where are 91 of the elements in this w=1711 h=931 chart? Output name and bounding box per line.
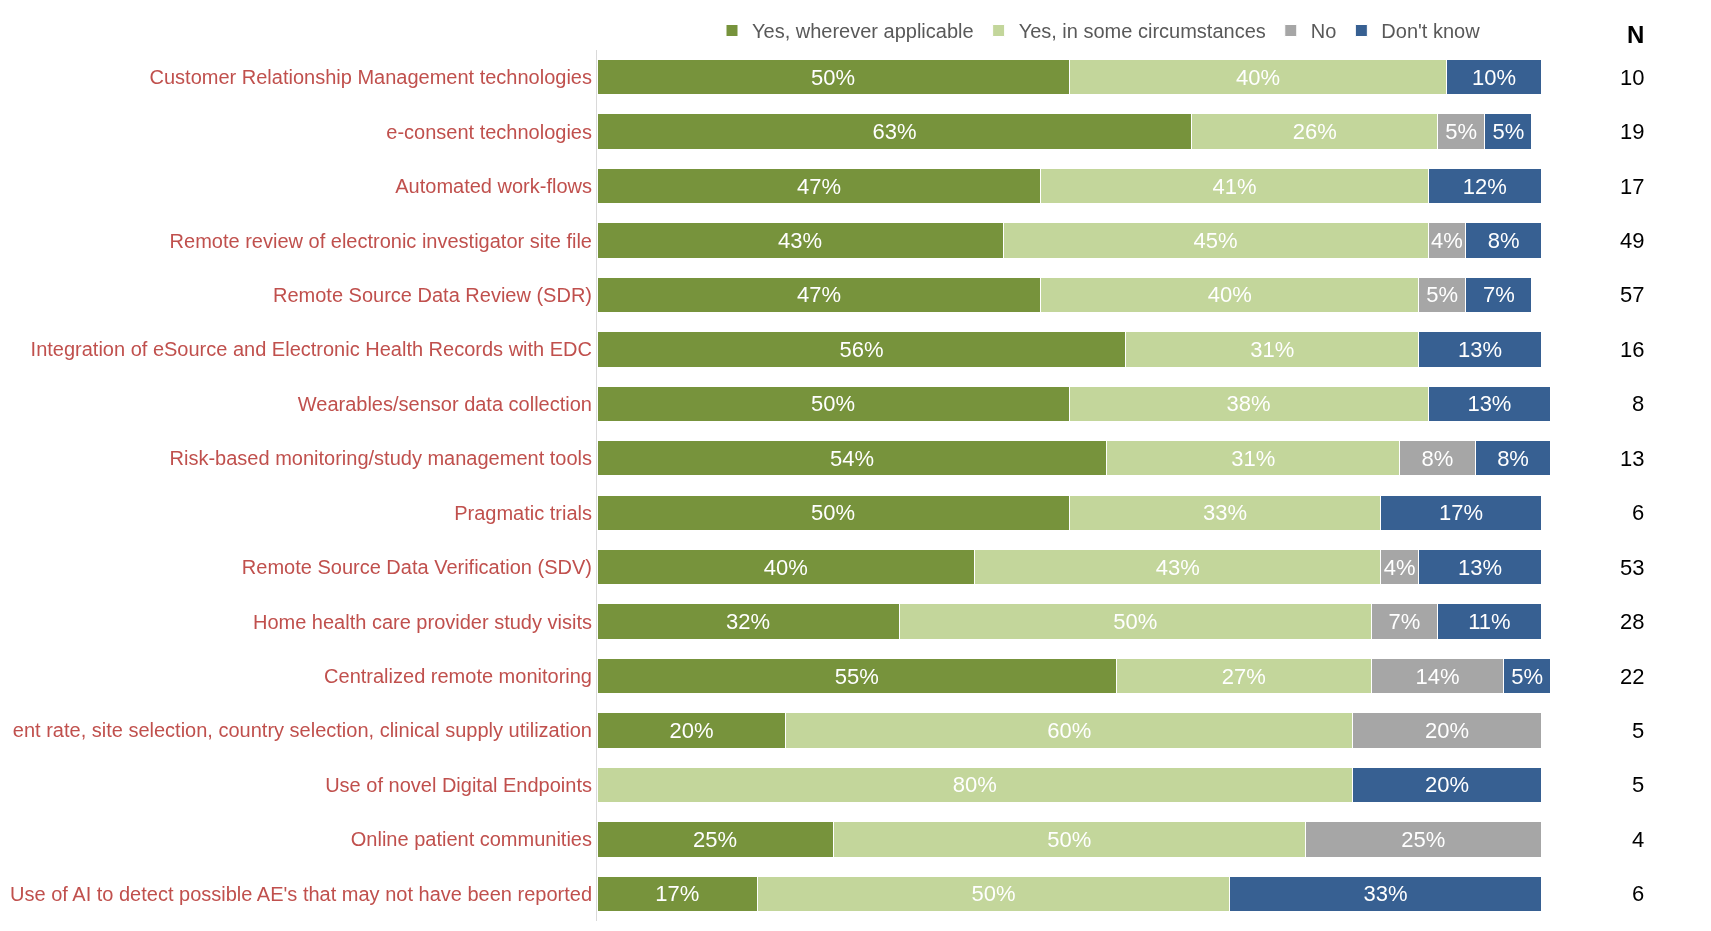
data-label: 31%	[1250, 336, 1295, 362]
data-label: 31%	[1231, 445, 1276, 471]
data-label: 8%	[1421, 445, 1454, 471]
data-label: 55%	[834, 663, 879, 689]
text: 8	[1632, 391, 1645, 416]
data-label: 50%	[811, 64, 856, 90]
text: 5	[1632, 718, 1645, 743]
legend-label: Don't know	[1381, 20, 1481, 43]
y-tick-label: Remote Source Data Verification (SDV)	[241, 556, 592, 579]
y-tick-label: Customer Relationship Management technologies	[149, 66, 592, 89]
text: 10	[1620, 65, 1645, 90]
data-label: 80%	[952, 772, 997, 798]
legend-label: No	[1310, 20, 1337, 43]
y-tick-label: Home health care provider study visits	[252, 610, 592, 633]
data-label: 56%	[839, 336, 884, 362]
data-label: 38%	[1226, 391, 1271, 417]
data-label: 25%	[693, 826, 738, 852]
data-label: 33%	[1202, 500, 1248, 526]
data-label: 13%	[1457, 554, 1502, 580]
text: 22	[1620, 664, 1645, 689]
data-label: 43%	[778, 228, 823, 254]
data-label: 43%	[1155, 554, 1200, 580]
data-label: 5%	[1492, 119, 1525, 145]
text: 6	[1632, 881, 1645, 906]
data-label: 47%	[796, 282, 841, 308]
y-tick-label: Risk-based monitoring/study management tools	[169, 447, 592, 470]
data-label: 40%	[763, 554, 808, 580]
data-label: 41%	[1212, 173, 1257, 199]
text: 6	[1632, 500, 1645, 525]
data-label: 50%	[811, 391, 856, 417]
y-tick-label: Remote review of electronic investigator site file	[169, 229, 592, 252]
text: N	[1627, 21, 1645, 48]
data-label: 7%	[1388, 609, 1421, 635]
data-label: 17%	[655, 881, 700, 907]
data-label: 27%	[1221, 663, 1266, 689]
data-label: 50%	[1113, 609, 1158, 635]
y-tick-label: Pragmatic trials	[454, 501, 592, 524]
y-tick-label: Remote Source Data Review (SDR)	[273, 283, 592, 306]
data-label: 10%	[1472, 64, 1517, 90]
y-tick-label: e-consent technologies	[386, 120, 592, 143]
data-label: 8%	[1497, 445, 1529, 471]
text: 16	[1620, 337, 1645, 362]
y-tick-label: Use of AI to detect possible AE's that may not have been reported	[10, 882, 592, 905]
data-label: 17%	[1439, 500, 1484, 526]
data-label: 14%	[1415, 663, 1460, 689]
data-label: 4%	[1383, 554, 1416, 580]
data-label: 50%	[811, 500, 856, 526]
text: 19	[1620, 119, 1645, 144]
legend-label: Yes, wherever applicable	[752, 20, 974, 43]
y-tick-label: Wearables/sensor data collection	[297, 392, 592, 415]
data-label: 7%	[1482, 282, 1515, 308]
data-label: 25%	[1401, 826, 1446, 852]
data-label: 13%	[1457, 336, 1502, 362]
data-label: 11%	[1468, 609, 1511, 635]
data-label: 26%	[1292, 119, 1337, 145]
y-tick-label: Centralized remote monitoring	[324, 665, 592, 688]
data-label: 20%	[1424, 717, 1469, 743]
text: 28	[1620, 609, 1645, 634]
data-label: 54%	[829, 445, 874, 471]
data-label: 20%	[1424, 772, 1469, 798]
data-label: 12%	[1462, 173, 1507, 199]
data-label: 5%	[1426, 282, 1459, 308]
data-label: 5%	[1445, 119, 1477, 145]
data-label: 33%	[1363, 881, 1408, 907]
data-label: 32%	[726, 609, 771, 635]
text: 13	[1620, 446, 1645, 471]
data-label: 47%	[796, 173, 841, 199]
data-label: 4%	[1431, 228, 1463, 254]
data-label: 50%	[971, 881, 1016, 907]
data-label: 5%	[1511, 663, 1544, 689]
y-tick-label: Integration of eSource and Electronic Health Records with EDC	[30, 338, 592, 361]
y-tick-label: Automated work-flows	[395, 175, 592, 198]
text: 57	[1620, 282, 1645, 307]
data-label: 20%	[669, 717, 714, 743]
text: 49	[1620, 228, 1645, 253]
data-label: 50%	[1047, 826, 1092, 852]
y-tick-label: ent rate, site selection, country selection, clinical supply utilization	[12, 719, 592, 742]
legend-label: Yes, in some circumstances	[1018, 20, 1266, 43]
data-label: 13%	[1467, 391, 1512, 417]
data-label: 40%	[1236, 64, 1281, 90]
data-label: 63%	[872, 119, 917, 145]
text: 4	[1632, 827, 1645, 852]
text: 53	[1620, 555, 1645, 580]
text: 17	[1620, 174, 1645, 199]
data-label: 8%	[1487, 228, 1520, 254]
data-label: 60%	[1047, 717, 1092, 743]
y-tick-label: Use of novel Digital Endpoints	[325, 773, 592, 796]
text: 5	[1632, 772, 1645, 797]
y-tick-label: Online patient communities	[350, 828, 592, 851]
data-label: 45%	[1193, 228, 1238, 254]
data-label: 40%	[1207, 282, 1252, 308]
